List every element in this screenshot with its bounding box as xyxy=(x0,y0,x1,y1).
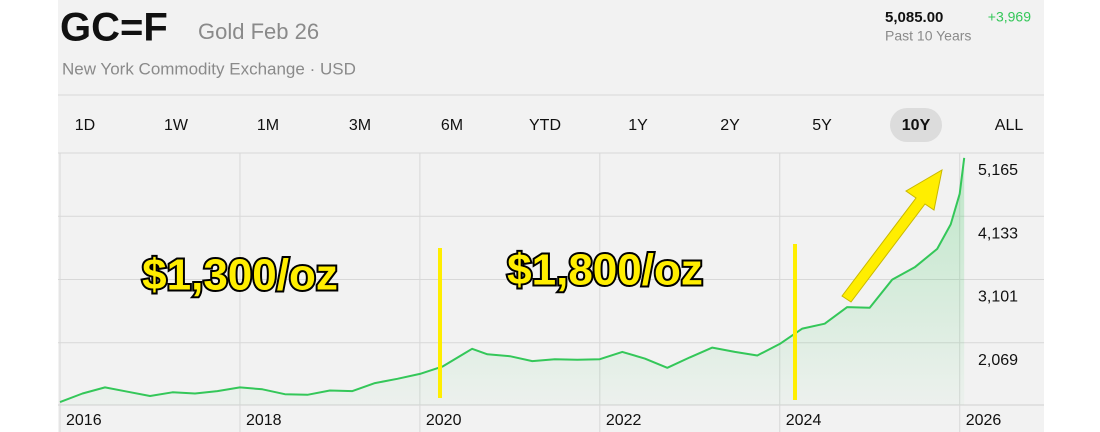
range-tab[interactable]: 2Y xyxy=(720,117,740,134)
plot: 2,069 3,101 4,133 5,165 2016 2018 2020 2022 2024… xyxy=(58,152,1044,432)
y-tick-label: 2,069 xyxy=(978,352,1018,369)
x-tick-label: 2016 xyxy=(66,412,102,429)
tab-highlight[interactable] xyxy=(890,108,942,142)
tab-label[interactable]: 1M xyxy=(257,117,279,134)
range-tabs: 1D 1W 1M 3M 6M YTD 1Y 2Y 5Y 10Y ALL xyxy=(75,108,1024,142)
tab-label[interactable]: YTD xyxy=(529,117,561,134)
tab-label[interactable]: 6M xyxy=(441,117,463,134)
price: 5,085.00 xyxy=(885,9,943,26)
y-tick-label: 5,165 xyxy=(978,162,1018,179)
y-tick-label: 4,133 xyxy=(978,225,1018,242)
tab-label[interactable]: 2Y xyxy=(720,117,740,134)
range-tab[interactable]: 10Y xyxy=(890,108,942,142)
annotations: $1,300/oz $1,800/oz xyxy=(140,169,943,400)
x-tick-label: 2026 xyxy=(966,412,1002,429)
tab-label[interactable]: 1W xyxy=(164,117,189,134)
tab-label[interactable]: 1Y xyxy=(628,117,648,134)
x-tick-label: 2020 xyxy=(426,412,462,429)
x-tick-label: 2024 xyxy=(786,412,822,429)
annotation: $1,300/oz xyxy=(142,251,338,300)
range-tab[interactable]: 5Y xyxy=(812,117,832,134)
range-tab[interactable]: 6M xyxy=(441,117,463,134)
annotation: $1,800/oz xyxy=(507,246,703,295)
range-tab[interactable]: 1Y xyxy=(628,117,648,134)
range-tab[interactable]: YTD xyxy=(529,117,561,134)
tab-label[interactable]: 10Y xyxy=(902,117,931,134)
exchange: New York Commodity Exchange · USD xyxy=(62,59,356,78)
tab-label[interactable]: 3M xyxy=(349,117,371,134)
range-tab[interactable]: 1M xyxy=(257,117,279,134)
x-tick-label: 2018 xyxy=(246,412,282,429)
y-tick-label: 3,101 xyxy=(978,289,1018,306)
x-tick-label: 2022 xyxy=(606,412,642,429)
area-fill xyxy=(60,157,965,405)
instrument-name: Gold Feb 26 xyxy=(198,19,319,44)
change: +3,969 xyxy=(988,9,1031,25)
range-tab[interactable]: 3M xyxy=(349,117,371,134)
symbol: GC=F xyxy=(60,6,168,50)
tab-label[interactable]: 5Y xyxy=(812,117,832,134)
tab-label[interactable]: ALL xyxy=(995,117,1024,134)
range-tab[interactable]: ALL xyxy=(995,117,1024,134)
range-tab[interactable]: 1W xyxy=(164,117,189,134)
period: Past 10 Years xyxy=(885,28,971,44)
range-tab[interactable]: 1D xyxy=(75,117,95,134)
price-line xyxy=(59,157,966,404)
tab-label[interactable]: 1D xyxy=(75,117,95,134)
arrow xyxy=(841,169,943,303)
